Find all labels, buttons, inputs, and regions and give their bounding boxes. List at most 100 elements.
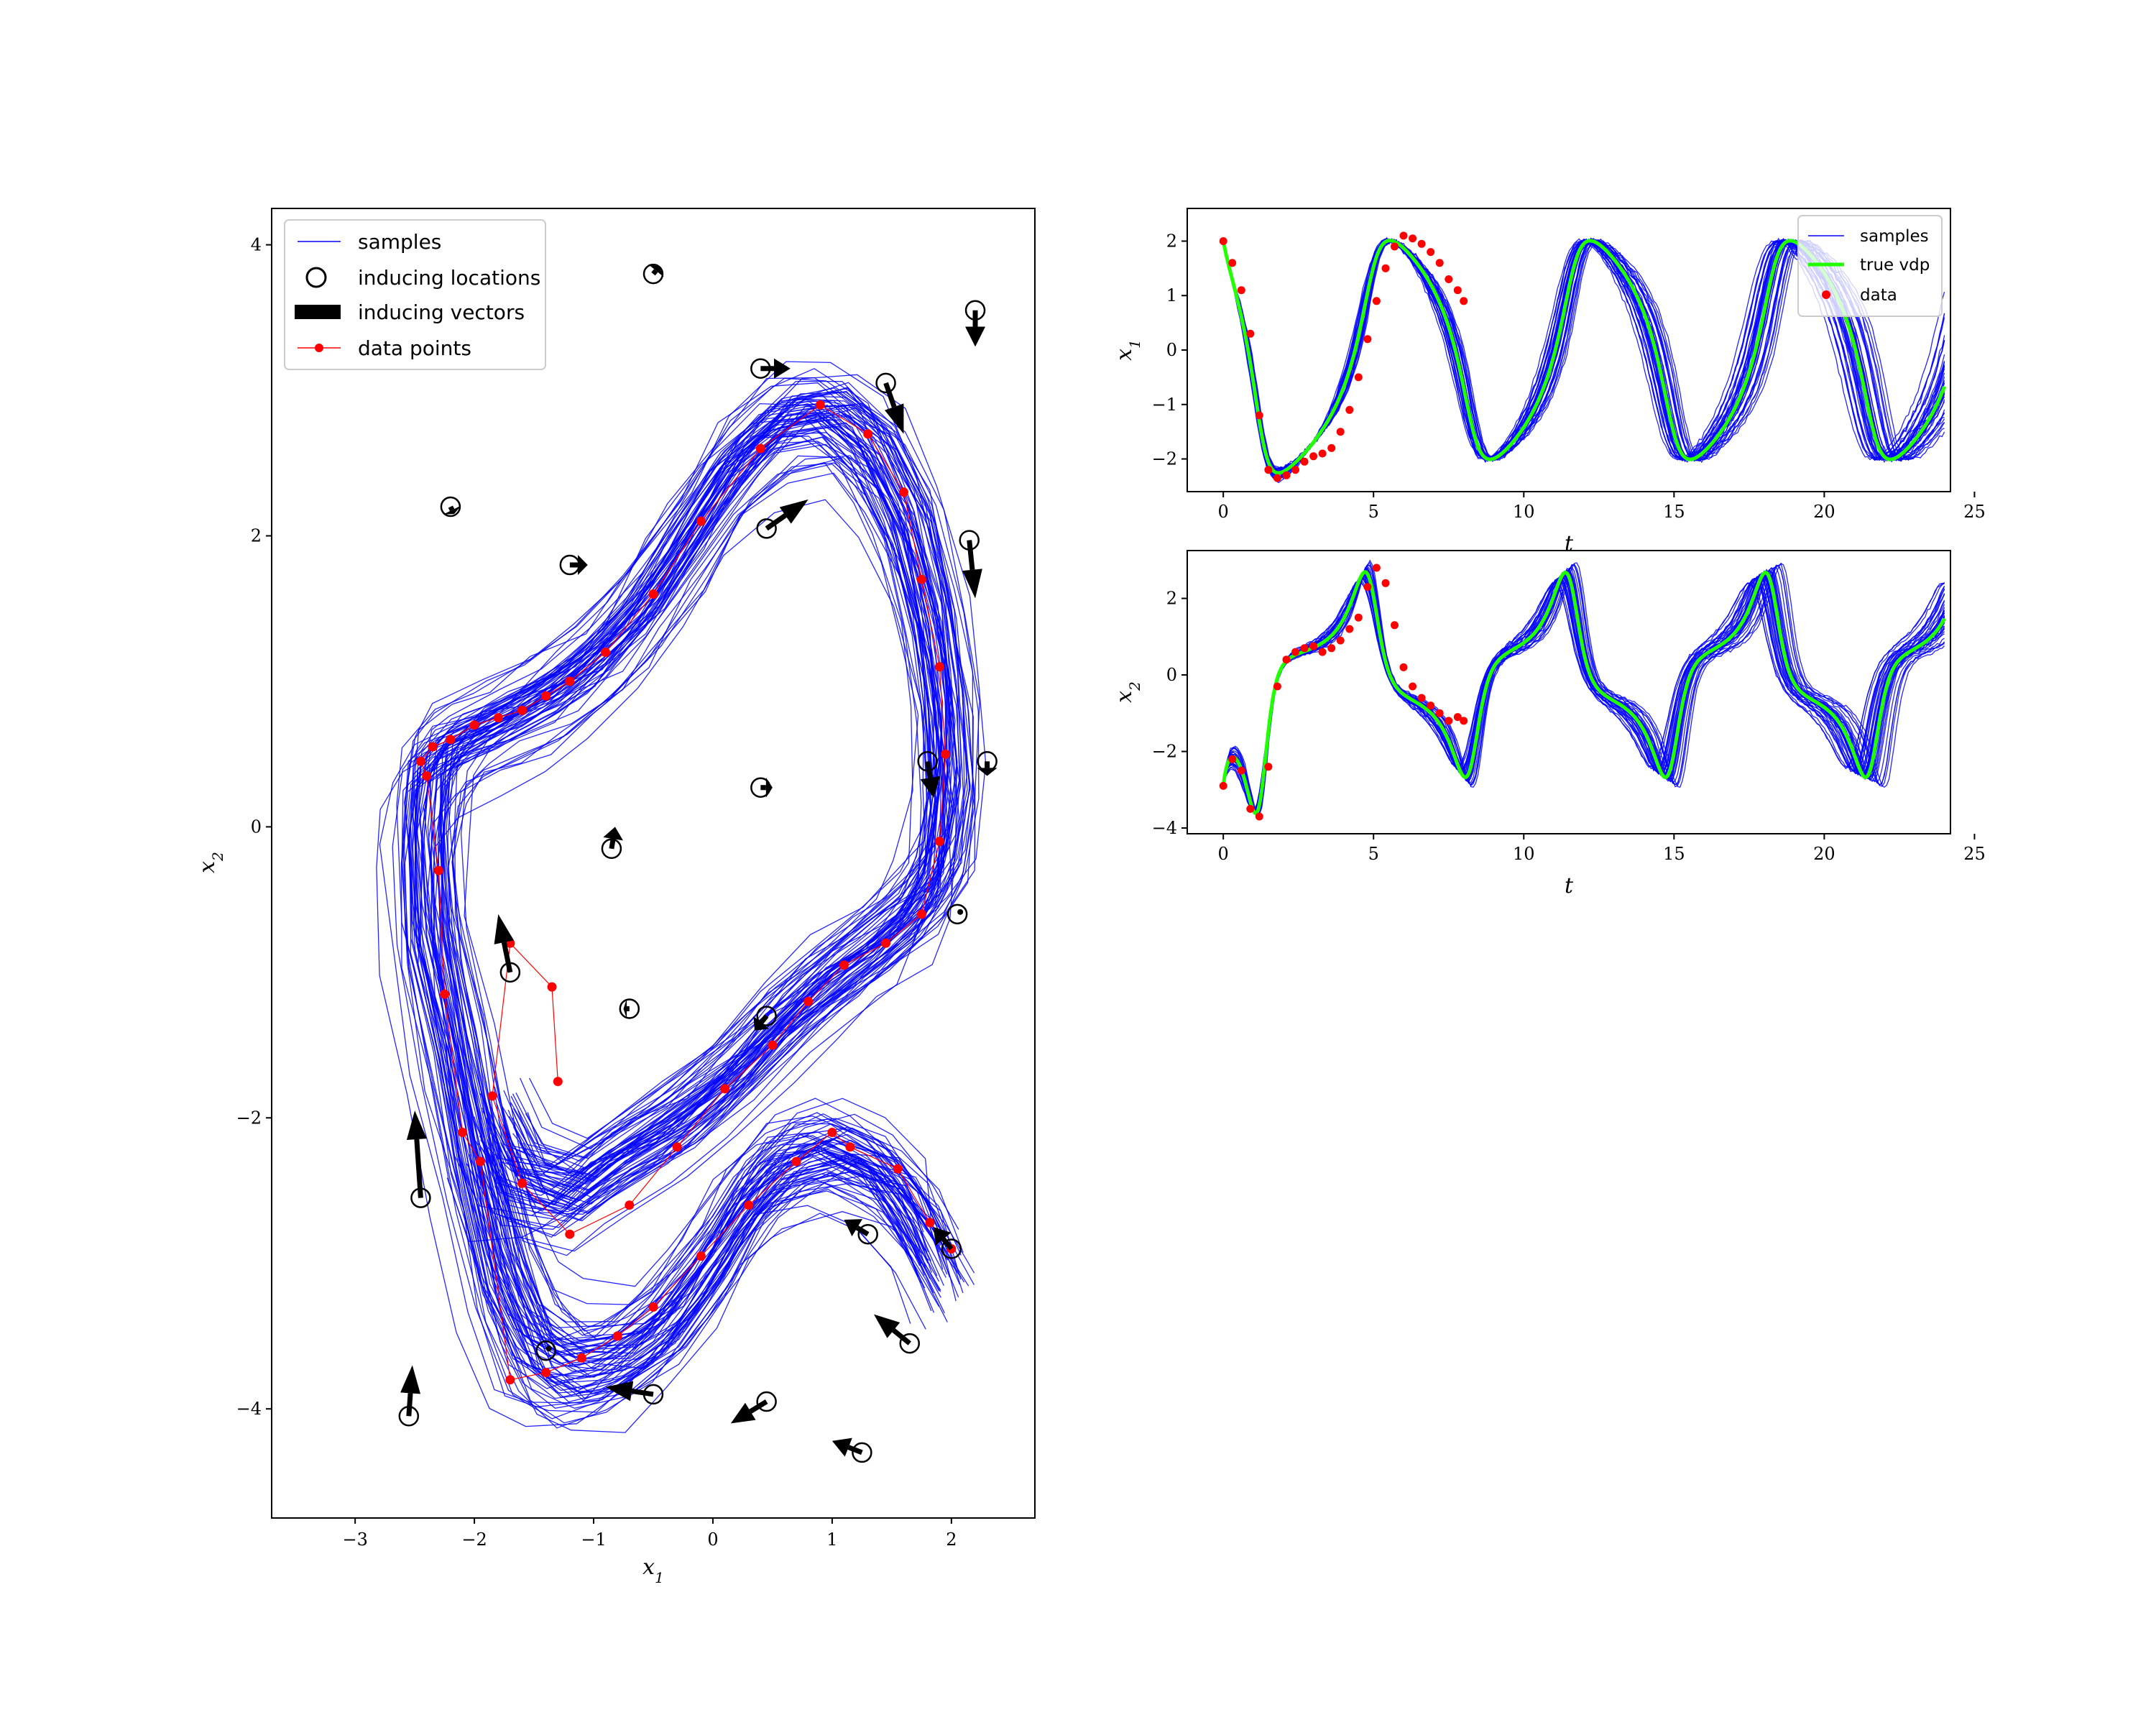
inducing-vector-head <box>831 1438 852 1457</box>
data-point <box>517 1178 527 1188</box>
x-tick-label: 0 <box>707 1530 718 1550</box>
data-point <box>1372 297 1381 305</box>
y-tick-label: −4 <box>1152 818 1177 838</box>
data-point <box>925 1218 935 1228</box>
inducing-location <box>756 1391 777 1412</box>
y-tick-label: 0 <box>251 816 262 837</box>
data-point <box>791 1156 801 1167</box>
sample-trajectory <box>423 400 939 1322</box>
data-point <box>1282 656 1291 664</box>
x2-data-points <box>1219 564 1468 821</box>
y-tick-label: 1 <box>1166 285 1177 305</box>
inducing-location <box>756 1006 777 1026</box>
x-tick-label: 5 <box>1368 502 1379 522</box>
y-tick-label: 0 <box>1166 665 1177 685</box>
data-point <box>1291 648 1299 656</box>
inducing-vector-head <box>965 326 986 347</box>
x2-ylabel: x2 <box>1112 681 1143 703</box>
data-point <box>941 749 950 759</box>
x2-true-vdp <box>1221 570 1946 816</box>
inducing-vector <box>448 505 455 512</box>
x-tick-label: −3 <box>342 1530 367 1550</box>
sample-trajectory <box>1222 561 1945 815</box>
inducing-location <box>642 263 664 285</box>
sample-trajectory <box>403 411 934 1389</box>
data-point <box>1435 709 1444 717</box>
data-point <box>1336 428 1345 436</box>
sample-trajectory <box>408 400 935 1356</box>
phase-ylabel: x2 <box>195 852 226 873</box>
data-point <box>899 487 908 497</box>
inducing-vector <box>501 942 513 973</box>
sample-trajectory <box>440 406 974 1379</box>
data-point <box>839 960 849 970</box>
data-point <box>1427 248 1435 257</box>
data-point <box>1363 335 1372 344</box>
inducing-vector-head <box>774 358 791 379</box>
data-point <box>1399 663 1408 671</box>
x1-legend: samples true vdp data <box>1797 215 1943 317</box>
inducing-location <box>941 1238 962 1259</box>
legend-data-points-label: data points <box>358 336 471 360</box>
inducing-vector <box>631 1388 654 1397</box>
x1-xlabel: t <box>1565 531 1574 556</box>
sample-trajectory <box>441 391 962 1328</box>
data-point <box>1237 286 1245 295</box>
data-point <box>1427 702 1435 710</box>
data-point <box>1435 259 1444 267</box>
data-point <box>422 771 432 781</box>
phase-portrait-panel: −3 −2 −1 0 1 2 −4 −2 0 2 4 x1 x2 samples inducing … <box>195 208 1036 1586</box>
inducing-vector <box>967 540 975 571</box>
data-point <box>1381 579 1390 587</box>
sample-trajectory <box>451 462 946 1369</box>
data-point <box>565 676 575 686</box>
inducing-vector <box>749 1399 768 1414</box>
sample-trajectory <box>1222 577 1945 812</box>
data-point <box>1219 781 1227 790</box>
sample-trajectory <box>1222 580 1945 811</box>
data-point <box>815 400 825 410</box>
inducing-vector <box>651 269 658 276</box>
sample-trajectory <box>404 377 939 1342</box>
x1-time-panel: 0 5 10 15 20 25 −2 −1 0 1 2 x1 t samples true vdp … <box>1112 208 1986 556</box>
phase-samples <box>376 361 987 1433</box>
inducing-location <box>619 998 640 1019</box>
data-point <box>755 443 765 454</box>
data-point <box>446 735 456 745</box>
data-point <box>893 1164 903 1174</box>
x-tick-label: 15 <box>1663 844 1685 864</box>
true-vdp-line <box>1221 570 1946 816</box>
sample-trajectory <box>1222 564 1945 816</box>
y-tick-label: −4 <box>236 1399 262 1419</box>
inducing-vector <box>925 760 933 778</box>
legend-samples-label: samples <box>1860 227 1929 246</box>
data-point <box>1391 242 1399 251</box>
inducing-vector <box>759 1014 769 1024</box>
data-point <box>1273 474 1281 482</box>
data-point <box>576 1353 586 1363</box>
data-point <box>1246 329 1255 338</box>
data-point <box>803 996 814 1006</box>
inducing-vector-head <box>400 1365 421 1394</box>
inducing-location <box>857 1223 878 1245</box>
data-point <box>1354 613 1363 622</box>
x-tick-label: 5 <box>1368 844 1379 864</box>
x2-plot-frame <box>1187 550 1951 834</box>
data-points-line <box>420 404 952 1381</box>
sample-trajectory <box>409 391 952 1392</box>
inducing-vector <box>765 513 787 531</box>
sample-trajectory <box>412 417 928 1379</box>
data-point <box>1336 636 1345 645</box>
data-point <box>827 1128 837 1137</box>
sample-trajectory <box>1222 565 1945 817</box>
y-tick-label: 4 <box>251 235 262 255</box>
data-point <box>1445 717 1453 725</box>
phase-ticks: −3 −2 −1 0 1 2 −4 −2 0 2 4 <box>236 235 957 1550</box>
data-point <box>696 516 706 526</box>
inducing-vector <box>892 1328 911 1346</box>
sample-trajectory <box>1222 578 1945 811</box>
data-point <box>1264 466 1273 474</box>
inducing-vector-head <box>765 777 773 798</box>
legend-data-swatch <box>1822 290 1830 299</box>
